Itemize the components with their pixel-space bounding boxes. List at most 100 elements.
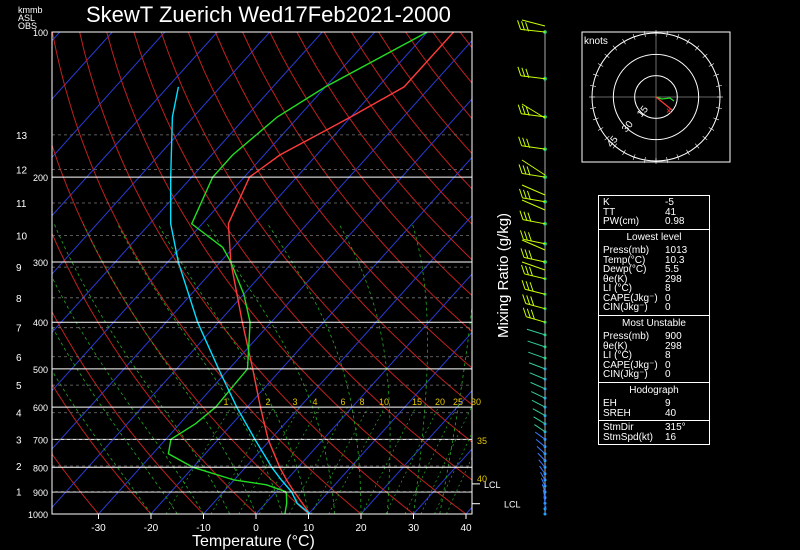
hodograph-units: knots — [584, 36, 608, 47]
wind-barb-feather — [527, 212, 532, 222]
hodograph-tick — [716, 107, 723, 109]
wind-barb-feather — [525, 22, 530, 32]
wind-barb — [531, 391, 546, 399]
wind-barb — [534, 431, 546, 440]
hodograph-tick — [644, 30, 646, 37]
wind-barb-feather — [521, 105, 526, 115]
wind-barb — [528, 362, 546, 370]
hodograph-block: EH 9 SREH 40 — [599, 397, 709, 420]
wind-barb — [535, 438, 546, 448]
corner-label-km: km — [18, 5, 30, 15]
wind-barb-feather — [524, 249, 529, 259]
hodograph-tick — [604, 53, 610, 59]
wind-barb-feather — [517, 66, 522, 76]
wind-barb — [537, 452, 546, 461]
wind-barb — [522, 219, 546, 225]
x-tick-label: 40 — [460, 523, 472, 534]
most-unstable-block: Press(mb) 900 θe(K) 298 LI (°C) 8 CAPE(Jkg⁻… — [599, 330, 709, 382]
wind-barb-feather — [525, 68, 530, 78]
wind-barb-feather — [522, 307, 527, 317]
skewt-axes: 1002003004005006007008009001000123456789… — [16, 28, 521, 534]
pressure-tick-label: 200 — [33, 173, 48, 183]
wind-barb — [521, 199, 546, 211]
hodograph-tick — [604, 135, 610, 141]
hodograph-tick — [686, 38, 690, 45]
wind-barb-feather — [526, 138, 531, 148]
mixing-ratio-line — [165, 406, 232, 514]
pressure-tick-label: 700 — [33, 435, 48, 445]
hodograph-tick — [713, 73, 720, 77]
wind-barb-feather — [518, 164, 523, 174]
wind-barb-feather — [518, 136, 523, 146]
wind-barb — [540, 472, 546, 481]
index-row: CIN(Jkg⁻) 0 — [603, 369, 671, 380]
hodograph-tick — [592, 73, 599, 77]
dry-adiabat-line — [160, 32, 472, 443]
isotherm-line — [52, 32, 376, 392]
wind-barb — [526, 328, 546, 336]
isotherm-line — [52, 32, 428, 450]
index-row: SREH 40 — [603, 407, 677, 419]
hodograph-tick — [694, 143, 700, 149]
wind-barb — [521, 103, 546, 119]
storm-block: StmDir 315° StmSpd(kt) 16 — [599, 420, 709, 444]
mixing-ratio-line — [258, 406, 320, 514]
mixing-ratio-tick-label: 1 — [223, 397, 228, 407]
mixing-ratio-tick-label: 20 — [435, 397, 445, 407]
hodograph-tick — [713, 117, 720, 121]
x-tick-label: -30 — [91, 523, 106, 534]
wind-barb-feather — [529, 282, 534, 292]
isotherm-line — [203, 214, 472, 514]
height-tick-label: 12 — [16, 165, 28, 176]
parcel-line — [170, 86, 311, 514]
pressure-tick-label: 600 — [33, 403, 48, 413]
mixing-ratio-label: Mixing Ratio (g/kg) — [495, 213, 512, 338]
hodograph-tick — [589, 85, 596, 87]
plot-frame — [51, 31, 473, 515]
index-row: θe(K) 298 — [603, 273, 682, 285]
pressure-tick-label: 800 — [33, 463, 48, 473]
mixing-ratio-tick-label: 15 — [412, 397, 422, 407]
index-row: CAPE(Jkg⁻) 0 — [603, 359, 671, 371]
wind-profile — [517, 19, 547, 516]
mixing-ratio-tick-label: 8 — [359, 397, 364, 407]
wind-barb-feather — [520, 248, 525, 258]
wind-barb — [541, 484, 546, 493]
dry-adiabat-line — [242, 32, 472, 333]
x-axis-label: Temperature (°C) — [192, 533, 315, 550]
dry-adiabat-line — [52, 383, 152, 514]
hodograph-tick — [676, 33, 680, 40]
indices-table: K -5 TT 41 PW(cm) 0.98 Lowest level Press(m… — [598, 195, 710, 445]
wind-barb-feather — [522, 137, 527, 147]
mixing-ratio-tick-label: 6 — [340, 397, 345, 407]
mixing-ratio-tick-label: 35 — [477, 436, 487, 446]
wind-barb — [524, 288, 546, 295]
dry-adiabat-line — [52, 453, 100, 514]
height-tick-label: 8 — [16, 294, 22, 305]
hodograph-trace — [655, 96, 675, 102]
wind-barb-feather — [527, 232, 532, 242]
hodograph-heading: Hodograph — [599, 381, 709, 398]
isotherm-line — [98, 98, 472, 514]
wind-barb — [526, 316, 546, 323]
wind-barb — [521, 184, 546, 196]
corner-label-mb: mb — [30, 5, 43, 15]
moist-adiabat-line — [267, 223, 362, 514]
mixing-ratio-tick-label: 30 — [471, 397, 481, 407]
index-row: PW(cm) 0.98 — [603, 216, 685, 227]
mixing-ratio-line — [238, 406, 301, 514]
wind-barb — [539, 465, 546, 475]
index-row: θe(K) 298 — [603, 340, 682, 352]
dry-adiabat-line — [296, 32, 472, 261]
dry-adiabat-line — [52, 32, 362, 514]
lowest-level-block: Press(mb) 1013 Temp(°C) 10.3 Dewp(°C) 5.5 θ… — [599, 244, 709, 315]
wind-barb-feather — [522, 294, 527, 304]
mixing-ratio-tick-label: 3 — [292, 397, 297, 407]
dry-adiabat-line — [52, 310, 205, 514]
moist-adiabat-line — [52, 325, 178, 514]
height-tick-label: 1 — [16, 488, 22, 499]
wind-barb-feather — [526, 308, 531, 318]
wind-barb-feather — [527, 190, 531, 201]
wind-barb-feather — [519, 188, 523, 199]
isotherm-line — [52, 32, 323, 334]
